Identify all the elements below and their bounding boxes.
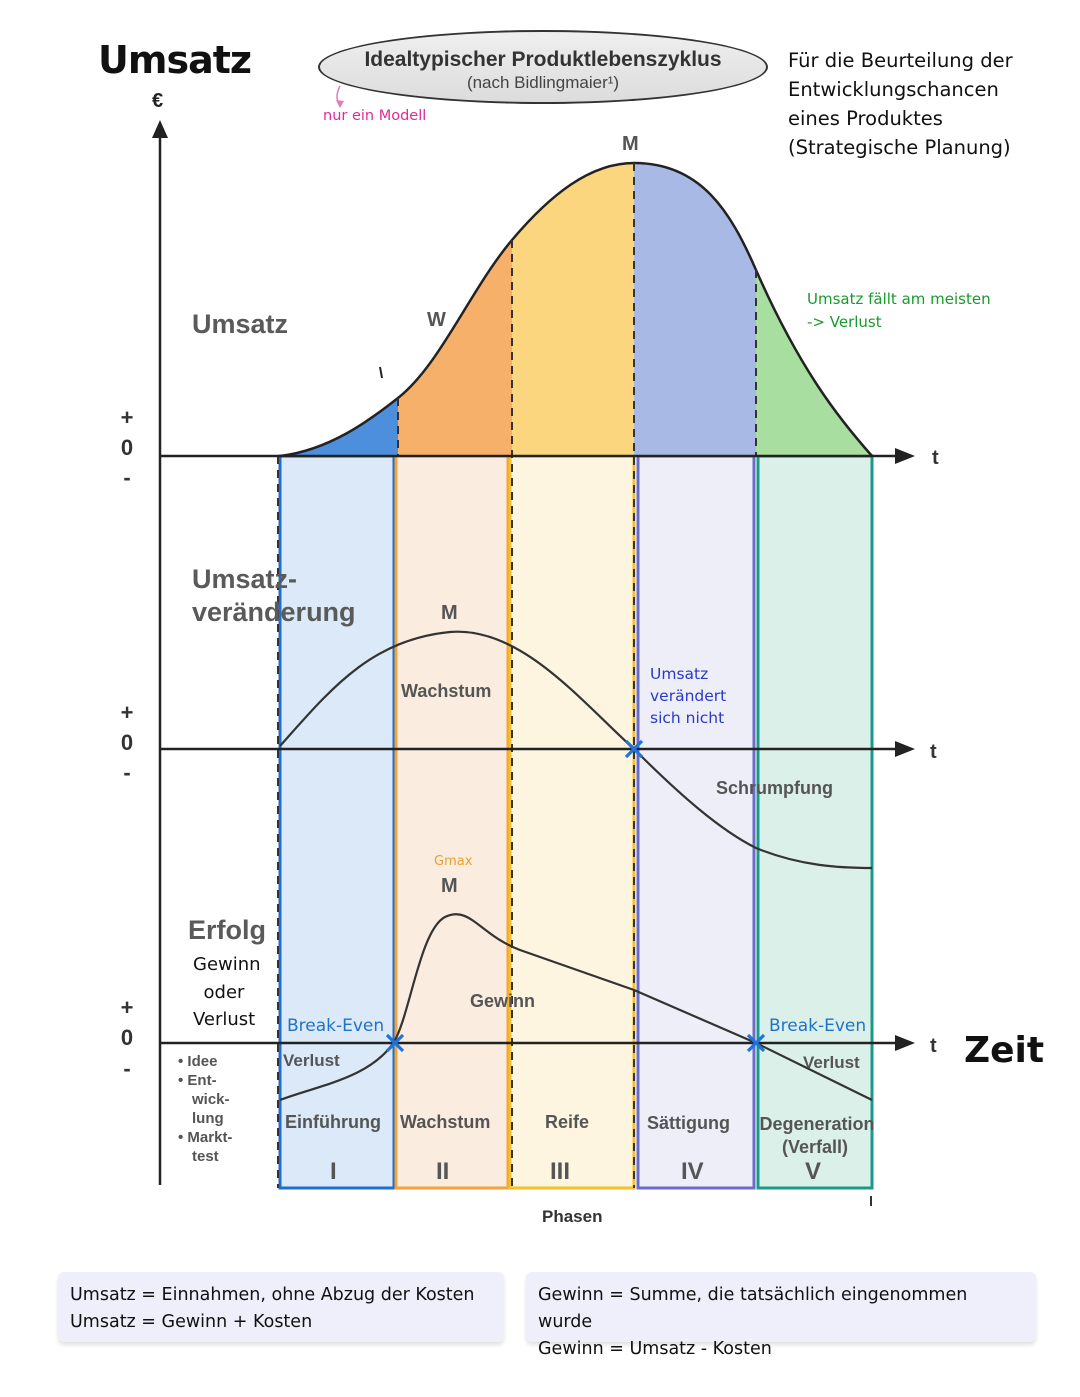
axis-zero-1: 0 [120,435,134,460]
note-umsatz-faellt: Umsatz fällt am meisten -> Verlust [807,288,991,334]
phase-roman-2: II [436,1158,450,1185]
erfolg-sub-line: Verlust [193,1009,256,1030]
phase-name-2: Wachstum [400,1112,491,1132]
verlust-label-1: Verlust [283,1051,340,1070]
phase-name-5: Degeneration [759,1114,875,1134]
section-veraenderung-label: Umsatz- veränderung [192,563,356,629]
pre-phase-list: • Idee • Ent- wick- lung • Markt- test [178,1052,232,1166]
phase-roman-4: IV [681,1158,704,1185]
section-erfolg-label: Erfolg [188,915,266,945]
page-title: Umsatz [98,38,252,82]
veraenderung-max-label: M [441,602,458,624]
formula-line: Umsatz = Gewinn + Kosten [70,1312,313,1332]
section-umsatz-label: Umsatz [192,309,289,339]
umsatz-inflection-label: W [427,309,446,331]
note-model: nur ein Modell [323,108,427,124]
erfolg-sub-labels: Gewinn oder Verlust [193,951,261,1034]
phase-name-4: Sättigung [647,1113,730,1133]
phases-axis-label: Phasen [542,1207,603,1226]
note-line: sich nicht [650,709,725,727]
note-umsatz-unveraendert: Umsatz verändert sich nicht [650,663,726,729]
axis-t-label-1: t [932,447,939,469]
zeit-label: Zeit [964,1030,1045,1071]
formula-line: Gewinn = Summe, die tatsächlich eingenom… [538,1285,968,1332]
axis-plus-3: + [120,995,134,1020]
formula-line: Umsatz = Einnahmen, ohne Abzug der Koste… [70,1285,475,1305]
diagram-title: Idealtypischer Produktlebenszyklus [364,48,722,71]
currency-label: € [152,90,164,112]
note-right: Für die Beurteilung der Entwicklungschan… [788,46,1058,162]
note-line: Umsatz [650,665,709,683]
formula-line: Gewinn = Umsatz - Kosten [538,1339,772,1359]
phase-roman-1: I [330,1158,337,1185]
verlust-label-2: Verlust [803,1053,860,1072]
axis-zero-2: 0 [120,730,134,755]
pre-phase-item: • Ent- [178,1072,217,1089]
axis-minus-2: - [123,760,131,785]
gewinn-label: Gewinn [470,991,536,1011]
note-line: verändert [650,687,727,705]
break-even-label-1: Break-Even [287,1016,385,1036]
shrink-label: Schrumpfung [716,778,833,798]
phase-name-5-sub: (Verfall) [781,1137,849,1157]
sales-area [280,163,872,456]
note-right-line: Für die Beurteilung der [788,49,1013,72]
break-even-label-2: Break-Even [769,1016,867,1036]
axis-t-label-3: t [930,1035,937,1057]
diagram-subtitle: (nach Bidlingmaier¹) [466,73,620,92]
section-label-line: Umsatz- [192,564,298,594]
formula-box-gewinn: Gewinn = Summe, die tatsächlich eingenom… [526,1272,1036,1359]
erfolg-max-label: M [441,875,458,897]
diagram-title-ellipse: Idealtypischer Produktlebenszyklus (nach… [318,30,768,104]
note-line: Umsatz fällt am meisten [807,290,991,308]
phase-name-1: Einführung [285,1112,381,1132]
growth-label: Wachstum [401,681,492,701]
section-label-line: veränderung [192,597,356,627]
erfolg-sub-line: oder [203,981,245,1003]
axis-minus-1: - [123,465,131,490]
phase-roman-3: III [550,1158,571,1185]
formula-box-umsatz: Umsatz = Einnahmen, ohne Abzug der Koste… [58,1272,504,1342]
note-right-line: Entwicklungschancen [788,78,999,101]
note-right-line: (Strategische Planung) [788,136,1011,159]
umsatz-max-label: M [622,133,639,155]
pre-phase-item: wick- [192,1091,230,1108]
note-line: -> Verlust [807,313,882,331]
phase-roman-5: V [805,1158,822,1185]
axis-plus-2: + [120,700,134,725]
axis-t-label-2: t [930,741,937,763]
phase-name-3: Reife [545,1112,590,1132]
note-right-line: eines Produktes [788,107,943,130]
axis-zero-3: 0 [120,1025,134,1050]
pre-phase-item: • Idee [178,1053,218,1070]
axis-plus-1: + [120,405,134,430]
pre-phase-item: lung [192,1110,224,1127]
erfolg-sub-line: Gewinn [193,954,261,975]
phase-columns [278,454,874,1190]
axis-minus-3: - [123,1056,131,1081]
gmax-label: Gmax [434,854,473,869]
pre-phase-item: test [192,1148,219,1165]
pre-phase-item: • Markt- [178,1129,233,1146]
